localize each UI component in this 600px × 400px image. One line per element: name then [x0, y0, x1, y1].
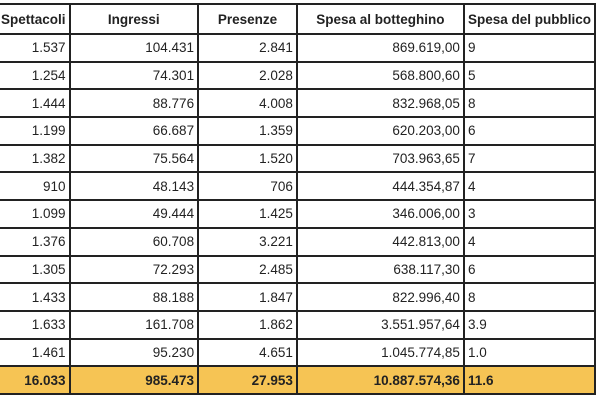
- table-row: 1.099 49.444 1.425 346.006,00 3: [0, 199, 597, 229]
- table-cell: 66.687: [68, 116, 200, 146]
- table-cell: 1.382: [0, 143, 71, 174]
- table-cell: 2.028: [197, 60, 298, 91]
- table-cell: 7: [462, 143, 597, 174]
- table-cell: 6: [462, 116, 597, 146]
- table-cell: 3: [462, 199, 597, 229]
- table-cell: 4.651: [197, 337, 298, 368]
- table-cell: 1.045.774,85: [295, 337, 465, 368]
- table-cell: 88.776: [68, 88, 200, 119]
- table-cell: 1.305: [0, 254, 71, 285]
- table-cell: 910: [0, 171, 71, 202]
- table-cell: 1.537: [0, 33, 71, 63]
- table-cell: 75.564: [68, 143, 200, 174]
- table-cell: 706: [197, 171, 298, 202]
- table-cell: 88.188: [68, 282, 200, 312]
- total-cell: 10.887.574,36: [295, 365, 465, 395]
- table-row: 1.537 104.431 2.841 869.619,00 9: [0, 33, 597, 63]
- table-cell: 638.117,30: [295, 254, 465, 285]
- table-cell: 1.633: [0, 309, 71, 340]
- total-cell: 16.033: [0, 365, 71, 395]
- table-cell: 49.444: [68, 199, 200, 229]
- table-cell: 703.963,65: [295, 143, 465, 174]
- total-cell: 985.473: [68, 365, 200, 395]
- table-cell: 1.847: [197, 282, 298, 312]
- table-cell: 3.9: [462, 309, 597, 340]
- table-row: 1.633 161.708 1.862 3.551.957,64 3.9: [0, 309, 597, 340]
- table-cell: 1.099: [0, 199, 71, 229]
- table-cell: 8: [462, 88, 597, 119]
- table-cell: 3.221: [197, 226, 298, 257]
- data-table: Spettacoli Ingressi Presenze Spesa al botte…: [0, 3, 597, 395]
- table-cell: 1.461: [0, 337, 71, 368]
- table-cell: 620.203,00: [295, 116, 465, 146]
- table-cell: 1.444: [0, 88, 71, 119]
- header-row: Spettacoli Ingressi Presenze Spesa al botte…: [0, 3, 597, 35]
- table-cell: 3.551.957,64: [295, 309, 465, 340]
- table-cell: 4: [462, 226, 597, 257]
- table-cell: 4: [462, 171, 597, 202]
- table-cell: 444.354,87: [295, 171, 465, 202]
- table-cell: 161.708: [68, 309, 200, 340]
- table-cell: 442.813,00: [295, 226, 465, 257]
- table-row: 1.444 88.776 4.008 832.968,05 8: [0, 88, 597, 119]
- total-cell: 27.953: [197, 365, 298, 395]
- table-row: 910 48.143 706 444.354,87 4: [0, 171, 597, 202]
- table-cell: 2.485: [197, 254, 298, 285]
- table-cell: 72.293: [68, 254, 200, 285]
- table-cell: 104.431: [68, 33, 200, 63]
- table-cell: 95.230: [68, 337, 200, 368]
- table-row: 1.199 66.687 1.359 620.203,00 6: [0, 116, 597, 146]
- table-cell: 822.996,40: [295, 282, 465, 312]
- table-row: 1.254 74.301 2.028 568.800,60 5: [0, 60, 597, 91]
- column-header: Spesa del pubblico: [462, 3, 597, 35]
- total-row: 16.033 985.473 27.953 10.887.574,36 11.6: [0, 365, 597, 395]
- table-cell: 1.376: [0, 226, 71, 257]
- total-cell: 11.6: [462, 365, 597, 395]
- table-cell: 1.0: [462, 337, 597, 368]
- column-header: Spettacoli: [0, 3, 71, 35]
- table-cell: 48.143: [68, 171, 200, 202]
- table-cell: 1.254: [0, 60, 71, 91]
- table-cell: 74.301: [68, 60, 200, 91]
- table-cell: 8: [462, 282, 597, 312]
- column-header: Spesa al botteghino: [295, 3, 465, 35]
- table-row: 1.461 95.230 4.651 1.045.774,85 1.0: [0, 337, 597, 368]
- table-cell: 6: [462, 254, 597, 285]
- column-header: Presenze: [197, 3, 298, 35]
- table-row: 1.305 72.293 2.485 638.117,30 6: [0, 254, 597, 285]
- table-row: 1.376 60.708 3.221 442.813,00 4: [0, 226, 597, 257]
- table-cell: 1.520: [197, 143, 298, 174]
- table-cell: 346.006,00: [295, 199, 465, 229]
- table-cell: 568.800,60: [295, 60, 465, 91]
- table-cell: 4.008: [197, 88, 298, 119]
- table-cell: 2.841: [197, 33, 298, 63]
- table-cell: 1.433: [0, 282, 71, 312]
- table-row: 1.433 88.188 1.847 822.996,40 8: [0, 282, 597, 312]
- table-cell: 1.359: [197, 116, 298, 146]
- table-cell: 832.968,05: [295, 88, 465, 119]
- column-header: Ingressi: [68, 3, 200, 35]
- table-cell: 9: [462, 33, 597, 63]
- table-cell: 60.708: [68, 226, 200, 257]
- table-cell: 5: [462, 60, 597, 91]
- table-cell: 869.619,00: [295, 33, 465, 63]
- table-cell: 1.862: [197, 309, 298, 340]
- table-row: 1.382 75.564 1.520 703.963,65 7: [0, 143, 597, 174]
- table-cell: 1.425: [197, 199, 298, 229]
- table-cell: 1.199: [0, 116, 71, 146]
